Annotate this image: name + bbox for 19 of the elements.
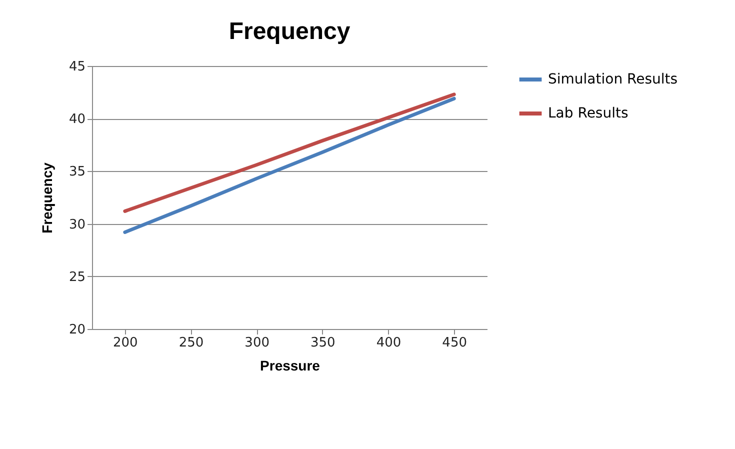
- y-tick-label: 25: [68, 270, 86, 285]
- line-series: [123, 92, 456, 213]
- x-tick-label: 250: [178, 336, 204, 350]
- x-tick-label: 200: [113, 336, 138, 350]
- y-tick-label: 35: [68, 164, 86, 180]
- x-tick-label: 300: [244, 336, 270, 350]
- x-tick-label: 450: [442, 336, 467, 350]
- y-tick-label: 45: [68, 60, 86, 74]
- x-axis-title: Pressure: [260, 358, 320, 374]
- y-axis-title: Frequency: [38, 162, 55, 234]
- y-tick-label: 20: [68, 322, 86, 338]
- x-tick-label: 350: [310, 336, 336, 350]
- legend-label: Lab Results: [548, 106, 628, 122]
- line-series: [123, 96, 456, 234]
- x-tick-label: 400: [376, 336, 402, 350]
- y-tick-label: 30: [68, 217, 86, 232]
- chart-title: Frequency: [228, 18, 351, 45]
- legend-label: Simulation Results: [548, 72, 678, 88]
- y-tick-label: 40: [68, 112, 86, 128]
